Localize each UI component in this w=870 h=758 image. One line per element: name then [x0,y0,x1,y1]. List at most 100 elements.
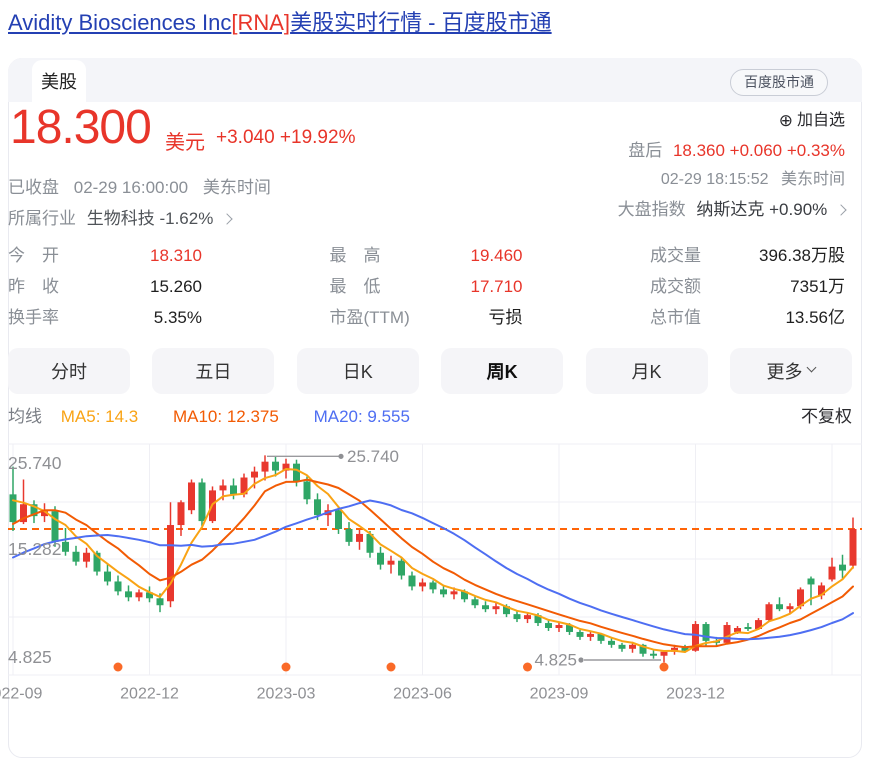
stat-label: 成交额 [650,277,701,296]
ma5-legend: MA5: 14.3 [60,407,139,426]
stat-label: 最 低 [329,277,381,296]
after-hours-value: 18.360 +0.060 +0.33% [672,141,845,160]
stats-grid: 今 开 18.310 最 高 19.460 成交量 396.38万股昨 收 15.260 最 … [8,245,845,329]
quote-right-column: ⊕ 加自选 盘后 18.360 +0.060 +0.33% 02-29 18:15… [617,110,847,221]
tab-五日[interactable]: 五日 [152,348,275,394]
y-axis-labels: 25.740 15.282 4.825 [8,453,62,667]
max-price-annotation: 25.740 [347,447,399,466]
title-suffix: 美股实时行情 - 百度股市通 [290,10,552,35]
chevron-down-icon [807,362,817,372]
event-dots [113,662,669,672]
add-watchlist-label: 加自选 [796,112,845,129]
stat-value: 7351万 [790,277,845,296]
stat-value: 5.35% [153,308,202,327]
stat-value: 18.310 [150,246,202,265]
x-axis-labels: 2022-09 2022-12 2023-03 2023-06 2023-09 2023-… [0,686,725,703]
stat-value: 396.38万股 [759,246,845,265]
stat-cell: 最 高 19.460 [330,245,523,267]
tab-更多[interactable]: 更多 [729,348,852,394]
kline-chart[interactable]: 25.74015.2824.8252022-092022-122023-0320… [0,435,870,712]
index-value: 纳斯达克 +0.90% [696,200,828,219]
y-axis-label: 25.740 [8,453,62,473]
event-dot [523,662,532,672]
stat-cell: 昨 收 15.260 [8,276,202,298]
current-price: 18.300 [10,101,152,154]
y-axis-label: 15.282 [8,539,62,559]
stat-cell: 总市值 13.56亿 [650,307,845,329]
candles [9,455,857,663]
stat-label: 总市值 [650,308,701,327]
industry-link[interactable]: 所属行业 生物科技 -1.62% [8,204,233,229]
brand-badge[interactable]: 百度股市通 [730,69,828,96]
adjust-mode-toggle[interactable]: 不复权 [801,407,852,426]
stat-value: 17.710 [470,277,523,296]
tab-us-market[interactable]: 美股 [32,60,86,102]
page-title-link[interactable]: Avidity Biosciences Inc[RNA]美股实时行情 - 百度股… [8,8,552,38]
after-hours-time-row: 02-29 18:15:52 美东时间 [618,169,845,190]
y-axis-label: 4.825 [8,647,52,667]
x-axis-label: 2023-12 [666,686,725,703]
title-ticker: [RNA] [231,10,291,35]
stat-label: 今 开 [8,246,59,265]
stat-cell: 成交额 7351万 [650,276,845,298]
chevron-right-icon [835,204,847,216]
tab-日K[interactable]: 日K [296,348,419,394]
x-axis-label: 2023-06 [393,686,452,703]
event-dot [113,662,123,672]
tab-label: 更多 [766,362,803,382]
timezone-label: 美东时间 [202,178,271,197]
period-tabs: 分时 五日 日K 周K 月K 更多 [8,348,852,394]
index-label: 大盘指数 [617,200,686,219]
x-axis-label: 2022-12 [120,686,179,703]
ma20-line [12,499,854,641]
ma10-line [12,478,854,649]
after-hours-time: 02-29 18:15:52 [660,171,769,188]
after-hours-label: 盘后 [628,141,663,160]
stat-value: 亏损 [488,308,523,327]
stat-label: 成交量 [650,246,701,265]
ma10-legend: MA10: 12.375 [172,407,279,426]
x-axis-label: 2023-03 [257,686,316,703]
currency-label: 美元 [165,132,205,154]
stat-cell: 换手率 5.35% [8,307,202,329]
tab-label: 分时 [51,362,87,382]
annotations: 25.740 4.825 [267,447,661,670]
price-change: +3.040 +19.92% [216,127,356,148]
x-axis-label: 2023-09 [530,686,589,703]
ma20-legend: MA20: 9.555 [313,407,410,426]
ma-legend-row: 均线 MA5: 14.3 MA10: 12.375 MA20: 9.555 不复… [8,406,852,428]
tab-周K[interactable]: 周K [441,348,564,394]
chart-grid [8,443,862,676]
max-annotation-dot [338,453,344,459]
after-hours-tz: 美东时间 [780,171,845,188]
tab-label: 日K [342,362,373,382]
title-company: Avidity Biosciences Inc [8,10,232,35]
chevron-right-icon [221,213,233,225]
event-dot [659,662,669,672]
stat-value: 15.260 [150,277,202,296]
add-watchlist-button[interactable]: ⊕ 加自选 [618,110,845,131]
tab-月K[interactable]: 月K [585,348,708,394]
market-index-link[interactable]: 大盘指数 纳斯达克 +0.90% [617,199,847,221]
tab-分时[interactable]: 分时 [8,348,130,394]
market-status-row: 已收盘 02-29 16:00:00 美东时间 [8,173,281,198]
event-dot [386,662,396,672]
ma-label: 均线 [8,407,42,426]
stat-value: 19.460 [470,246,523,265]
stat-label: 最 高 [329,246,381,265]
stat-cell: 成交量 396.38万股 [650,245,845,267]
tab-label: 周K [486,362,518,382]
close-time: 02-29 16:00:00 [73,178,189,197]
min-annotation-dot [578,657,584,663]
plus-circle-icon: ⊕ [778,111,793,130]
stat-value: 13.56亿 [785,308,845,327]
stat-cell: 今 开 18.310 [8,245,202,267]
x-axis-label: 2022-09 [0,686,42,703]
ma5-line [12,468,854,653]
industry-label: 所属行业 [8,209,76,228]
tab-label: 五日 [195,362,232,382]
stat-cell: 市盈(TTM) 亏损 [330,307,523,329]
tab-label: 月K [631,362,662,382]
min-price-annotation: 4.825 [534,651,577,670]
event-dot [281,662,291,672]
